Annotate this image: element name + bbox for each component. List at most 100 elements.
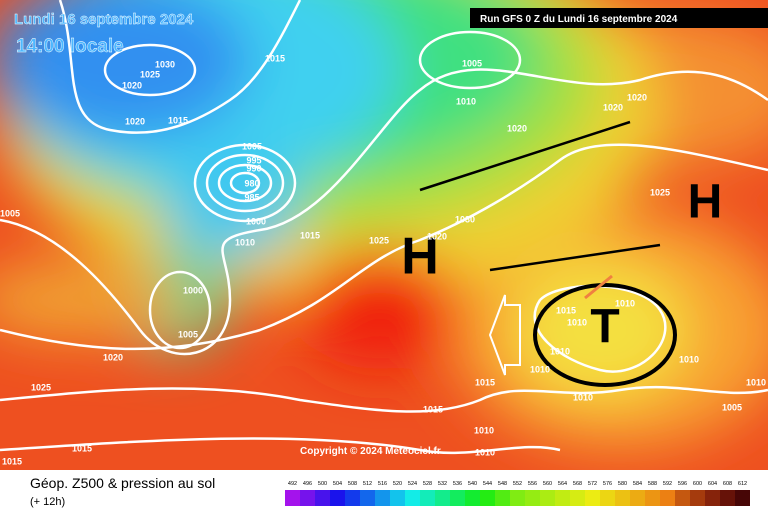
- run: Run GFS 0 Z du Lundi 16 septembre 2024: [480, 14, 678, 25]
- isobar-label: 1020: [103, 352, 123, 362]
- isobar-label: 1010: [679, 354, 699, 364]
- isobar-label: 1005: [0, 208, 20, 218]
- scale-label: 600: [693, 481, 702, 487]
- scale-swatch: [450, 490, 465, 506]
- scale-label: 528: [423, 481, 432, 487]
- scale-swatch: [735, 490, 750, 506]
- isobar-label: 1020: [122, 80, 142, 90]
- scale-swatch: [435, 490, 450, 506]
- isobar-label: 1020: [427, 231, 447, 241]
- isobar-label: 1015: [475, 377, 495, 387]
- scale-label: 524: [408, 481, 417, 487]
- scale-label: 512: [363, 481, 372, 487]
- isobar-label: 1020: [627, 92, 647, 102]
- fronts: [419, 120, 677, 387]
- isobar-label: 1010: [456, 96, 476, 106]
- scale-swatch: [360, 490, 375, 506]
- scale-swatch: [660, 490, 675, 506]
- scale-swatch: [405, 490, 420, 506]
- scale-swatch: [495, 490, 510, 506]
- scale-label: 532: [438, 481, 447, 487]
- scale-swatch: [525, 490, 540, 506]
- copyright: Copyright © 2024 Meteociel.fr: [300, 446, 441, 457]
- isobar-label: 1000: [246, 216, 266, 226]
- isobar-label: 1000: [183, 285, 203, 295]
- scale-swatch: [315, 490, 330, 506]
- scale-label: 548: [498, 481, 507, 487]
- scale-label: 580: [618, 481, 627, 487]
- isobar-label: 1010: [474, 425, 494, 435]
- scale-label: 604: [708, 481, 717, 487]
- scale-label: 612: [738, 481, 747, 487]
- isobar-label: 1015: [168, 115, 188, 125]
- isobar-label: 1005: [242, 141, 262, 151]
- scale-label: 556: [528, 481, 537, 487]
- scale-swatch: [690, 490, 705, 506]
- scale-label: 496: [303, 481, 312, 487]
- scale-label: 516: [378, 481, 387, 487]
- isobar-label: 1010: [746, 377, 766, 387]
- scale-swatch: [645, 490, 660, 506]
- scale-swatch: [390, 490, 405, 506]
- isobar-label: 1010: [235, 237, 255, 247]
- scale-label: 520: [393, 481, 402, 487]
- isobar-label: 990: [246, 163, 261, 173]
- scale-swatch: [465, 490, 480, 506]
- scale-swatch: [675, 490, 690, 506]
- isobar-label: 1005: [722, 402, 742, 412]
- pressure-system: H: [401, 228, 439, 286]
- isobars: [0, 0, 768, 455]
- scale-label: 508: [348, 481, 357, 487]
- scale-swatch: [300, 490, 315, 506]
- scale-label: 576: [603, 481, 612, 487]
- scale-label: 504: [333, 481, 342, 487]
- isobar-label: 1020: [603, 102, 623, 112]
- scale-swatch: [615, 490, 630, 506]
- scale-label: 596: [678, 481, 687, 487]
- isobar-label: 1020: [507, 123, 527, 133]
- scale-swatch: [480, 490, 495, 506]
- scale-label: 572: [588, 481, 597, 487]
- isobar-label: 1015: [423, 404, 443, 414]
- scale-swatch: [285, 490, 300, 506]
- local-time: 14:00 locale: [16, 36, 124, 57]
- isobar-label: 985: [244, 192, 259, 202]
- pressure-system: H: [688, 176, 723, 229]
- isobar-label: 1010: [550, 346, 570, 356]
- scale-label: 560: [543, 481, 552, 487]
- isobar-label: 1005: [178, 329, 198, 339]
- scale-label: 608: [723, 481, 732, 487]
- isobar-label: 1015: [556, 305, 576, 315]
- isobar-label: 1015: [265, 53, 285, 63]
- isobar-label: 1005: [462, 58, 482, 68]
- isobar-label: 1015: [2, 456, 22, 466]
- scale-swatch: [540, 490, 555, 506]
- isobar-label: 1030: [155, 59, 175, 69]
- scale-swatch: [420, 490, 435, 506]
- isobar-label: 1025: [31, 382, 51, 392]
- scale-swatch: [720, 490, 735, 506]
- isobar-label: 1020: [125, 116, 145, 126]
- run-box: [470, 8, 768, 28]
- legend-lead: (+ 12h): [30, 496, 65, 508]
- scale-swatch: [375, 490, 390, 506]
- scale-label: 552: [513, 481, 522, 487]
- pressure-system: T: [590, 301, 619, 354]
- scale-label: 492: [288, 481, 297, 487]
- isobar-label: 1010: [567, 317, 587, 327]
- isobar-label: 995: [246, 155, 261, 165]
- scale-swatch: [330, 490, 345, 506]
- isobar-label: 1025: [140, 69, 160, 79]
- scale-swatch: [600, 490, 615, 506]
- scale-label: 584: [633, 481, 642, 487]
- date: Lundi 16 septembre 2024: [14, 11, 194, 28]
- scale-label: 540: [468, 481, 477, 487]
- scale-label: 592: [663, 481, 672, 487]
- isobar-label: 1030: [455, 214, 475, 224]
- scale-swatch: [705, 490, 720, 506]
- scale-swatch: [345, 490, 360, 506]
- scale-swatch: [630, 490, 645, 506]
- scale-swatch: [585, 490, 600, 506]
